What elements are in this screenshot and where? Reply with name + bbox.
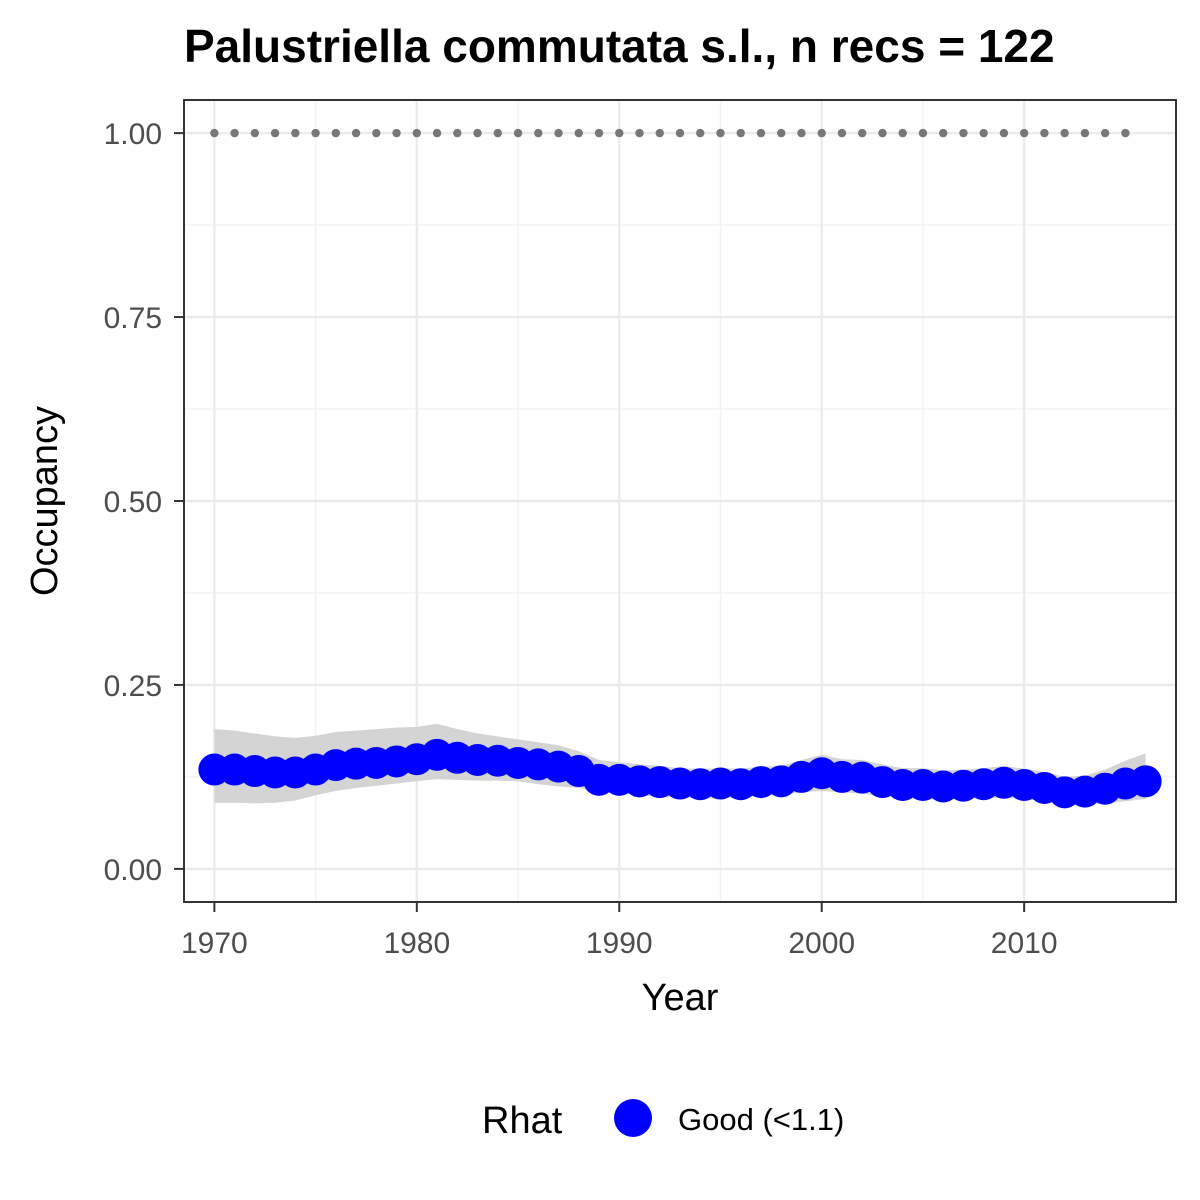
reference-dot	[473, 128, 482, 138]
legend-title: Rhat	[482, 1100, 563, 1142]
y-tick-label: 0.25	[104, 670, 162, 703]
x-tick-label: 1990	[586, 927, 653, 960]
reference-dot	[1080, 128, 1090, 138]
reference-dot	[756, 128, 766, 138]
reference-dot	[1100, 128, 1110, 138]
reference-dot	[736, 128, 745, 138]
reference-line-layer	[210, 128, 1130, 138]
reference-dot	[878, 128, 887, 138]
reference-dot	[918, 128, 928, 138]
reference-dot	[716, 128, 725, 138]
reference-dot	[432, 128, 442, 138]
reference-dot	[372, 128, 381, 138]
reference-dot	[615, 128, 624, 138]
x-axis-title: Year	[642, 977, 719, 1019]
reference-dot	[999, 128, 1009, 138]
x-tick-label: 2010	[991, 927, 1058, 960]
reference-dot	[898, 128, 907, 138]
legend: Rhat Good (<1.1)	[482, 1099, 844, 1142]
y-tick-label: 0.00	[104, 854, 162, 887]
occupancy-point	[1129, 765, 1162, 798]
reference-dot	[817, 128, 826, 138]
x-axis: 1970 1980 1990 2000 2010	[181, 902, 1058, 960]
reference-dot	[392, 128, 401, 138]
reference-dot	[311, 128, 320, 138]
y-tick-label: 0.75	[104, 302, 162, 335]
reference-dot	[210, 128, 219, 138]
reference-dot	[979, 128, 988, 138]
reference-dot	[331, 128, 341, 138]
y-axis: 0.00 0.25 0.50 0.75 1.00	[104, 118, 184, 887]
x-tick-label: 1980	[383, 927, 450, 960]
reference-dot	[1040, 128, 1049, 138]
x-tick-label: 2000	[788, 927, 855, 960]
reference-dot	[1019, 128, 1029, 138]
reference-dot	[858, 128, 867, 138]
y-tick-label: 1.00	[104, 118, 162, 151]
reference-dot	[675, 128, 685, 138]
reference-dot	[270, 128, 280, 138]
reference-dot	[493, 128, 502, 138]
reference-dot	[230, 128, 239, 138]
reference-dot	[797, 128, 806, 138]
chart-title: Palustriella commutata s.l., n recs = 12…	[184, 20, 1055, 72]
reference-dot	[655, 128, 664, 138]
reference-dot	[777, 128, 786, 138]
y-tick-label: 0.50	[104, 486, 162, 519]
reference-dot	[1060, 128, 1069, 138]
reference-dot	[959, 128, 968, 138]
reference-dot	[1121, 128, 1130, 138]
legend-key-good	[614, 1099, 652, 1137]
reference-dot	[696, 128, 705, 138]
reference-dot	[453, 128, 462, 138]
y-axis-title: Occupancy	[24, 406, 66, 596]
reference-dot	[594, 128, 604, 138]
reference-dot	[291, 128, 300, 138]
occupancy-points-layer	[198, 738, 1162, 809]
reference-dot	[554, 128, 563, 138]
reference-dot	[938, 128, 948, 138]
reference-dot	[534, 128, 543, 138]
reference-dot	[412, 128, 422, 138]
x-tick-label: 1970	[181, 927, 248, 960]
reference-dot	[837, 128, 847, 138]
reference-dot	[250, 128, 260, 138]
reference-dot	[351, 128, 361, 138]
reference-dot	[574, 128, 583, 138]
reference-dot	[513, 128, 523, 138]
legend-label-good: Good (<1.1)	[678, 1102, 844, 1137]
reference-dot	[635, 128, 644, 138]
